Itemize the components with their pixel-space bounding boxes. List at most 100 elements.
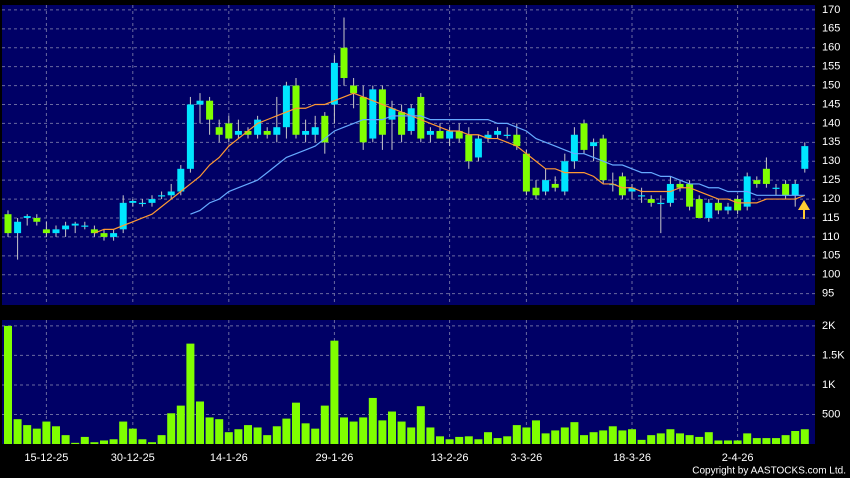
volume-bar [551, 430, 560, 444]
volume-bar [676, 433, 684, 444]
volume-bar [416, 406, 425, 444]
volume-bar [628, 429, 636, 444]
candle-body [695, 199, 703, 218]
y-tick-label: 125 [822, 174, 840, 186]
candle-body [52, 229, 60, 234]
y-tick-label: 135 [822, 136, 840, 148]
volume-bar [752, 438, 761, 444]
volume-bar [71, 442, 80, 444]
volume-bar [445, 439, 454, 444]
volume-bar [512, 425, 521, 444]
candle-body [254, 119, 262, 135]
volume-bar [52, 426, 60, 444]
x-tick-label: 29-1-26 [315, 452, 353, 464]
y-tick-label: 1K [822, 379, 836, 391]
volume-bar [23, 425, 32, 444]
volume-bar [282, 418, 291, 444]
volume-bar [532, 420, 540, 444]
candle-body [378, 89, 386, 135]
candle-body [580, 123, 588, 150]
y-tick-label: 105 [822, 250, 840, 262]
candle-body [647, 199, 655, 203]
candle-body [340, 47, 348, 79]
candle-body [71, 223, 79, 226]
volume-bar [733, 440, 742, 444]
candle-body [234, 130, 242, 135]
candle-body [465, 134, 473, 162]
volume-bar [493, 438, 502, 444]
candle-body [551, 183, 559, 188]
volume-bar [368, 397, 377, 444]
volume-bar [80, 436, 89, 444]
volume-bar [772, 438, 780, 444]
volume-bar [253, 427, 262, 444]
candle-body [426, 130, 434, 135]
candle-body [772, 187, 780, 189]
y-tick-label: 500 [822, 408, 840, 420]
volume-bar [90, 442, 99, 444]
volume-bar [589, 432, 598, 444]
volume-bar [397, 421, 406, 444]
volume-bar [464, 436, 473, 444]
y-tick-label: 100 [822, 269, 840, 281]
candle-body [23, 216, 31, 218]
volume-bar [119, 421, 128, 444]
candle-body [158, 195, 166, 197]
candle-body [417, 96, 425, 139]
y-tick-label: 1.5K [822, 349, 845, 361]
volume-bar [474, 439, 483, 444]
candle-body [484, 134, 492, 139]
candle-body [167, 191, 175, 196]
volume-bar [4, 325, 12, 444]
candle-body [513, 134, 521, 147]
candle-body [474, 138, 482, 158]
candle-body [455, 130, 463, 139]
candle-body [369, 89, 377, 139]
candle-body [273, 127, 281, 135]
volume-bar [320, 405, 329, 444]
candle-body [330, 62, 338, 105]
volume-bar [637, 439, 646, 444]
volume-bar [781, 435, 790, 444]
volume-bar [378, 420, 387, 444]
candle-body [714, 202, 722, 211]
candle-body [705, 202, 713, 218]
moving-average-line [190, 115, 805, 215]
volume-bar [330, 340, 339, 444]
candle-body [666, 183, 674, 203]
volume-bar [167, 413, 176, 444]
candle-body [186, 104, 194, 169]
volume-bar [608, 426, 617, 444]
volume-bar [196, 401, 204, 444]
candle-body [657, 202, 665, 205]
candle-body [503, 134, 511, 136]
volume-bar [570, 422, 579, 444]
candle-body [436, 130, 444, 139]
candle-body [33, 217, 41, 222]
candle-body [724, 206, 732, 211]
candle-body [350, 85, 358, 94]
candle-body [62, 225, 70, 230]
candle-body [542, 180, 550, 192]
candle-body [148, 199, 156, 203]
candle-body [561, 161, 569, 192]
candle-body [570, 134, 578, 162]
volume-bar [340, 417, 348, 444]
volume-bar [61, 435, 70, 444]
candle-body [321, 115, 329, 143]
volume-bar [647, 435, 656, 444]
y-tick-label: 150 [822, 79, 840, 91]
candle-body [129, 200, 137, 203]
candle-body [638, 195, 646, 197]
volume-bar [215, 419, 224, 444]
volume-bar [541, 433, 550, 444]
x-tick-label: 3-3-26 [511, 452, 543, 464]
volume-bar [522, 427, 531, 444]
x-tick-label: 14-1-26 [210, 452, 248, 464]
volume-bar [13, 419, 22, 444]
x-tick-label: 15-12-25 [24, 452, 68, 464]
candle-body [225, 123, 233, 139]
volume-bar [109, 439, 118, 444]
volume-bar [186, 343, 195, 444]
